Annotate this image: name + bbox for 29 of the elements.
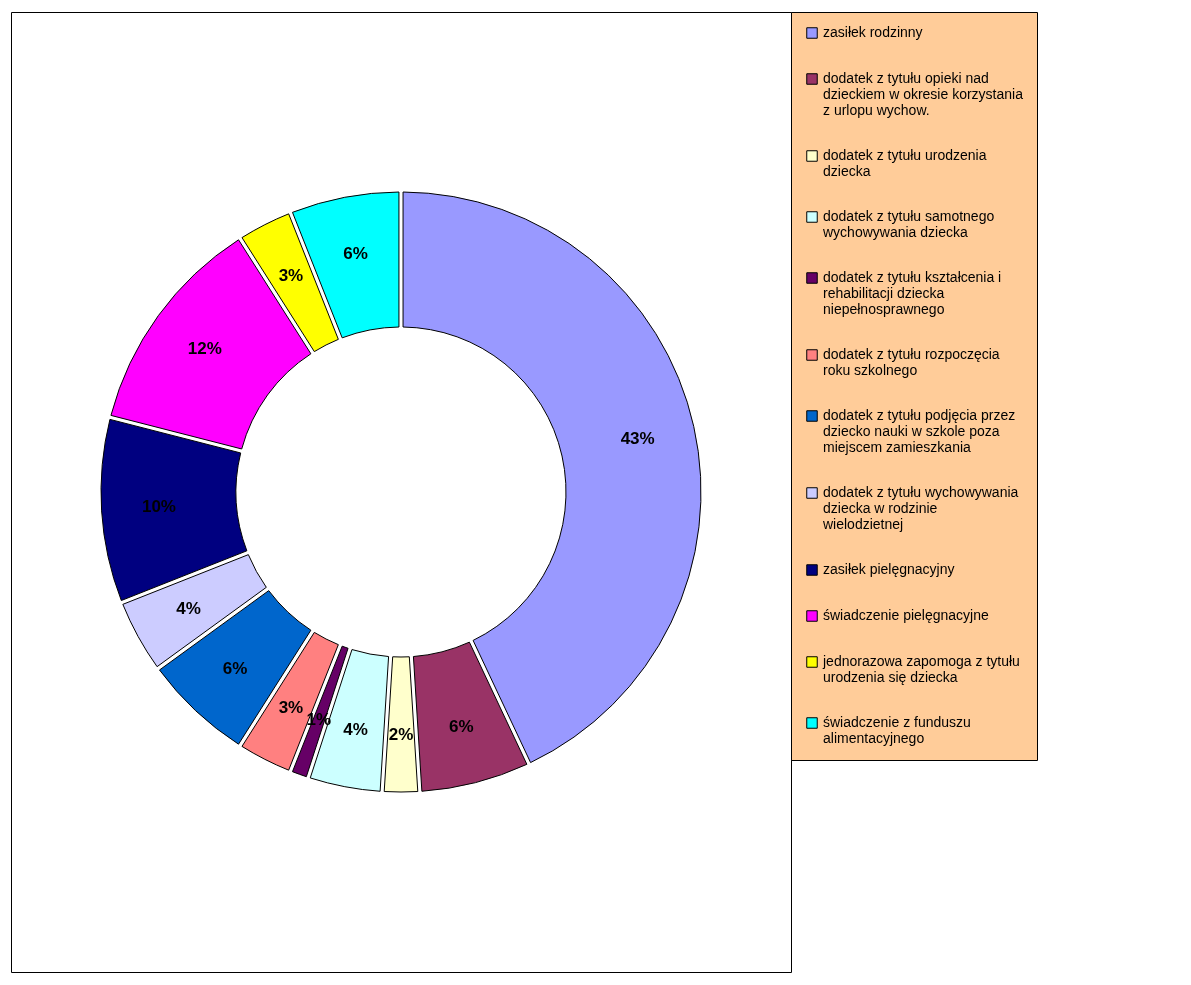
legend-label: świadczenie z funduszu alimentacyjnego (823, 714, 971, 746)
data-label: 6% (343, 243, 368, 263)
data-label: 12% (187, 339, 222, 359)
legend-label: świadczenie pielęgnacyjne (823, 607, 989, 623)
donut-slice (241, 213, 339, 353)
data-label: 4% (176, 598, 201, 618)
legend-label: dodatek z tytułu podjęcia przez dziecko nauki w szkole poza miejscem zamieszkania (823, 407, 1016, 455)
legend-label: dodatek z tytułu opieki nad dzieckiem w okresie korzystania z urlopu wychow. (823, 70, 1024, 118)
donut-slice (383, 656, 419, 793)
data-label: 4% (343, 720, 368, 740)
donut-slice (100, 418, 248, 602)
data-label: 43% (620, 429, 655, 449)
legend-label: zasiłek pielęgnacyjny (823, 561, 955, 577)
legend-label: dodatek z tytułu urodzenia dziecka (823, 147, 987, 179)
legend-label: dodatek z tytułu samotnego wychowywania dziecka (822, 208, 995, 240)
data-label: 3% (278, 698, 304, 718)
data-label: 6% (222, 658, 248, 678)
data-label: 3% (278, 265, 304, 285)
legend-label: dodatek z tytułu wychowywania dziecka w rodzinie wielodzietnej (822, 484, 1019, 532)
data-label: 6% (449, 716, 474, 736)
legend-label: dodatek z tytułu kształcenia i rehabilitacji dziecka niepełnosprawnego (823, 269, 1002, 317)
donut-slice (309, 649, 390, 792)
legend-label: dodatek z tytułu rozpoczęcia roku szkolnego (823, 346, 1000, 378)
data-label: 10% (141, 497, 176, 517)
legend-label: jednorazowa zapomoga z tytułu urodzenia się dziecka (822, 653, 1020, 685)
donut-slice (412, 641, 528, 792)
legend-label: zasiłek rodzinny (823, 24, 923, 40)
data-label: 2% (388, 724, 414, 744)
donut-slice (110, 239, 312, 450)
